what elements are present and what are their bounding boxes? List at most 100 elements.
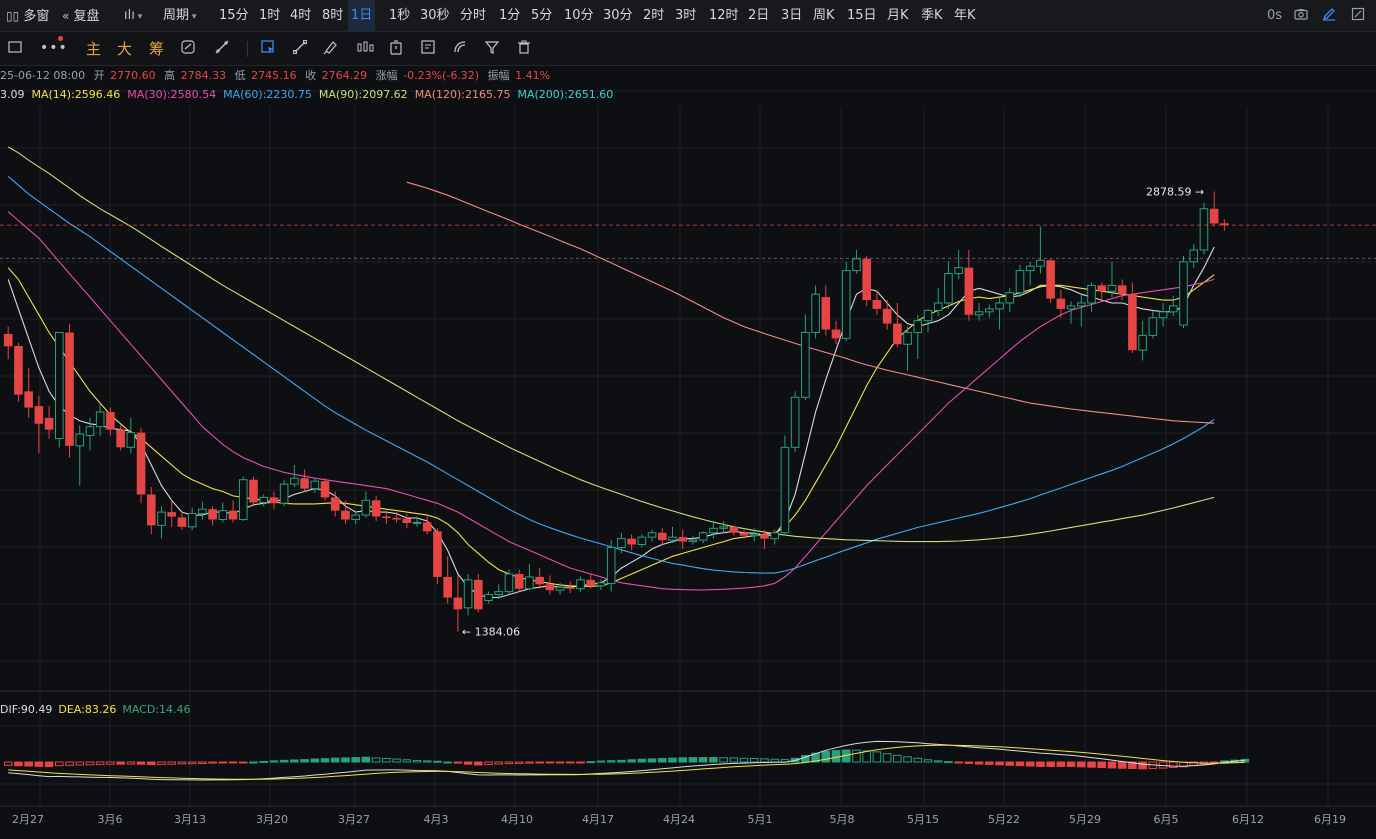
candle[interactable] (1138, 320, 1147, 361)
candle[interactable] (453, 575, 463, 632)
candle[interactable] (995, 297, 1004, 330)
timeframe-tab[interactable]: 周K (813, 8, 835, 23)
candle[interactable] (841, 261, 851, 342)
trend-line-icon[interactable] (292, 39, 308, 61)
timeframe-tab[interactable]: 15分 (219, 8, 249, 23)
candle[interactable] (208, 506, 217, 526)
candle[interactable] (1189, 244, 1199, 268)
candle[interactable] (106, 407, 115, 436)
candle[interactable] (422, 515, 432, 535)
camera-icon[interactable] (1294, 0, 1308, 32)
candle[interactable] (882, 300, 892, 330)
candle[interactable] (811, 285, 820, 339)
candle[interactable] (1077, 294, 1086, 327)
candle[interactable] (729, 525, 739, 536)
candle[interactable] (688, 535, 698, 545)
candle[interactable] (474, 573, 483, 613)
ruler-icon[interactable] (214, 39, 230, 61)
candle[interactable] (617, 532, 626, 554)
candle[interactable] (525, 563, 534, 591)
candle[interactable] (698, 531, 708, 544)
candle[interactable] (157, 506, 166, 539)
replay-button[interactable]: « 复盘 (62, 0, 100, 32)
kline-chart[interactable]: 2878.59 → ← 1384.06 2月27 3月6 3月13 3月20 3月27 4月… (0, 66, 1376, 839)
candle[interactable] (443, 556, 452, 604)
candle[interactable] (218, 502, 228, 523)
more-icon[interactable]: ••• (40, 36, 68, 58)
candle[interactable] (1128, 282, 1137, 354)
candle[interactable] (709, 520, 718, 539)
candle[interactable] (749, 528, 759, 542)
candle[interactable] (1015, 264, 1025, 298)
candle[interactable] (361, 491, 371, 519)
candle[interactable] (24, 367, 33, 418)
candle[interactable] (300, 469, 309, 492)
candle[interactable] (249, 476, 258, 507)
candle[interactable] (167, 500, 177, 527)
fib-icon[interactable] (452, 39, 468, 61)
candle[interactable] (198, 501, 207, 520)
candle[interactable] (627, 534, 636, 551)
candle[interactable] (269, 491, 279, 510)
candle[interactable] (780, 435, 790, 536)
candle[interactable] (903, 326, 912, 371)
candle[interactable] (392, 512, 401, 523)
candle[interactable] (259, 494, 268, 507)
candle[interactable] (320, 478, 330, 501)
candle[interactable] (637, 534, 647, 548)
candle[interactable] (330, 491, 340, 517)
candle[interactable] (566, 581, 575, 594)
candle[interactable] (893, 303, 902, 348)
candle[interactable] (668, 526, 677, 544)
candle[interactable] (177, 510, 187, 530)
candle[interactable] (1158, 303, 1168, 327)
candle[interactable] (412, 516, 422, 527)
candle[interactable] (382, 510, 391, 524)
candle[interactable] (34, 395, 44, 454)
candle[interactable] (494, 584, 504, 600)
candle[interactable] (514, 569, 524, 592)
candle[interactable] (801, 314, 810, 401)
candle[interactable] (739, 529, 749, 539)
candle[interactable] (1209, 191, 1219, 227)
filter-icon[interactable] (484, 39, 500, 61)
candle[interactable] (1046, 258, 1055, 304)
timeframe-tab[interactable]: 15日 (847, 8, 877, 23)
timeframe-tab[interactable]: 5分 (531, 8, 553, 23)
timeframe-tab[interactable]: 30秒 (420, 8, 450, 23)
timeframe-tab[interactable]: 年K (954, 8, 976, 23)
candle-pattern-icon[interactable] (356, 39, 374, 61)
candle[interactable] (586, 573, 596, 589)
candle[interactable] (44, 406, 54, 439)
chart-type-button[interactable]: ılı ▾ (124, 0, 142, 32)
candle[interactable] (596, 579, 606, 591)
candle[interactable] (228, 500, 238, 523)
candle[interactable] (136, 428, 146, 504)
timeframe-tab[interactable]: 1日 (348, 0, 376, 32)
candle[interactable] (555, 582, 565, 595)
timeframe-tab[interactable]: 8时 (322, 8, 344, 23)
candle[interactable] (974, 303, 984, 321)
candle[interactable] (1066, 301, 1076, 324)
candle[interactable] (821, 285, 831, 336)
candle[interactable] (760, 529, 769, 549)
candle[interactable] (852, 249, 861, 274)
candle[interactable] (3, 326, 13, 359)
candle[interactable] (1220, 219, 1229, 231)
multi-window-button[interactable]: ▯▯ 多窗 (6, 0, 49, 32)
candle[interactable] (1179, 255, 1188, 329)
candle[interactable] (290, 464, 299, 488)
candle[interactable] (647, 529, 657, 542)
candle[interactable] (238, 476, 248, 521)
main-indicator-button[interactable]: 主 (86, 40, 102, 58)
note-icon[interactable] (420, 39, 436, 61)
timeframe-tab[interactable]: 1分 (499, 8, 521, 23)
candle[interactable] (1199, 202, 1209, 255)
cursor-select-icon[interactable] (260, 39, 276, 61)
timeframe-tab[interactable]: 10分 (564, 8, 594, 23)
timeframe-tab[interactable]: 季K (921, 8, 943, 23)
big-order-button[interactable]: 大 (117, 40, 133, 58)
candle[interactable] (126, 417, 136, 454)
candle[interactable] (351, 510, 360, 524)
candle[interactable] (944, 261, 953, 309)
